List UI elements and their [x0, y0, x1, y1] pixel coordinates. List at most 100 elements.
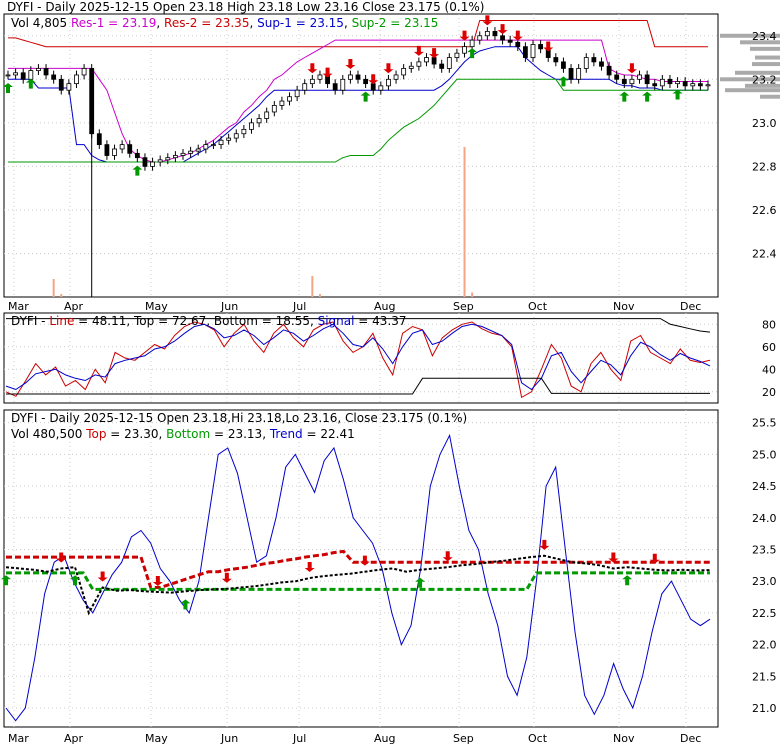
candle-body [5, 74, 11, 77]
trend-panel-title: DYFI - Daily 2025-12-15 Open 23.18,Hi 23… [11, 411, 467, 425]
candle-body [211, 144, 216, 147]
buy-arrow [672, 89, 683, 100]
trend-y-tick: 23.0 [752, 575, 777, 588]
stoch-y-tick: 80 [762, 318, 776, 331]
candle-body [591, 57, 597, 63]
sell-arrow [482, 15, 493, 26]
candle-body [621, 78, 627, 85]
candle-body [561, 61, 566, 69]
stochastic-plot [5, 318, 711, 399]
price-y-tick: 23.2 [752, 73, 777, 86]
sell-arrow [543, 41, 554, 52]
candle-body [287, 96, 292, 102]
sell-arrow [152, 575, 163, 586]
header-part: Vol 4,805 [11, 16, 71, 30]
volume-profile-bar [755, 55, 780, 60]
candle-body [195, 148, 201, 152]
buy-arrow [360, 91, 371, 102]
sell-arrow [626, 63, 637, 74]
x-tick-label: Jul [292, 300, 306, 313]
candle-body [226, 137, 232, 141]
stoch-series-line [5, 321, 711, 399]
candle-body [500, 35, 505, 41]
candle-body [599, 61, 604, 67]
candle-body [522, 46, 528, 58]
price-panel-frame [3, 13, 719, 298]
candle-body [13, 72, 19, 76]
x-tick-label: May [145, 300, 168, 313]
buy-arrow [70, 575, 81, 586]
sell-arrow [322, 67, 333, 78]
trend-panel-frame [3, 409, 719, 728]
buy-arrow [25, 78, 36, 89]
candle-body [302, 83, 308, 91]
candle-body [530, 44, 536, 58]
trend-y-tick: 24.5 [752, 480, 777, 493]
sell-arrow [304, 562, 315, 573]
x-tick-label: Mar [8, 732, 29, 745]
candle-body [477, 35, 483, 41]
sell-arrow [608, 552, 619, 563]
volume-profile-bar [760, 94, 780, 99]
sell-arrow [97, 571, 108, 582]
volume-profile-bar [750, 46, 780, 51]
header-part: = 23.13, [210, 427, 270, 441]
candle-body [629, 78, 635, 85]
candle-body [492, 31, 498, 37]
axis-labels: Mar Mar Apr Apr May May Jun Jun Jul Jul Aug Aug Sep S… [8, 30, 777, 745]
x-tick-label: Apr [64, 732, 84, 745]
volume-bar [52, 279, 55, 297]
header-part: DYFI - Daily 2025-12-15 Open 23.18 High … [7, 0, 484, 14]
sup2-line [8, 78, 708, 163]
trend-y-tick: 21.0 [752, 702, 777, 715]
candle-body [142, 157, 148, 167]
stoch-y-tick: 40 [762, 363, 776, 376]
sell-arrow [649, 553, 660, 564]
stoch-series-signal [5, 323, 711, 391]
candle-body [188, 150, 194, 154]
candle-body [515, 41, 521, 48]
candle-body [705, 84, 711, 87]
x-tick-label: Apr [64, 300, 84, 313]
candle-body [249, 122, 254, 130]
candle-body [36, 68, 41, 72]
x-tick-label: Aug [374, 732, 395, 745]
candle-body [675, 81, 680, 85]
candle-body [583, 57, 589, 69]
candle-body [355, 74, 361, 80]
candle-body [659, 78, 665, 87]
candle-body [317, 74, 323, 80]
candle-body [454, 52, 460, 58]
candle-body [271, 105, 277, 113]
price-panel-title: DYFI - Daily 2025-12-15 Open 23.18 High … [7, 0, 484, 14]
candle-body [172, 155, 178, 159]
candle-body [424, 57, 429, 63]
price-y-tick: 23.0 [752, 117, 777, 130]
candle-body [340, 78, 346, 91]
header-part: , [344, 16, 352, 30]
x-tick-label: Dec [680, 732, 701, 745]
buy-arrow [180, 599, 191, 610]
stoch-y-tick: 60 [762, 341, 776, 354]
candle-body [637, 74, 642, 80]
header-part: Signal [318, 314, 355, 328]
candle-body [553, 57, 559, 63]
x-tick-label: May [145, 732, 168, 745]
buy-arrow [132, 165, 143, 176]
sell-arrow [413, 45, 424, 56]
trend-y-tick: 23.5 [752, 543, 777, 556]
candle-body [157, 159, 163, 163]
x-tick-label: Oct [528, 300, 548, 313]
header-part: = 48.11, Top = 72.67, Bottom = 18.55, [74, 314, 317, 328]
candle-body [507, 39, 513, 43]
sell-arrow [442, 551, 453, 562]
buy-arrow [622, 575, 633, 586]
candle-body [538, 44, 544, 50]
header-part: , [156, 16, 164, 30]
trend-series-close [5, 554, 711, 616]
candle-body [309, 78, 315, 85]
candle-body [606, 65, 612, 76]
x-tick-label: Nov [613, 732, 635, 745]
candle-body [652, 83, 658, 87]
buy-arrow [558, 76, 569, 87]
